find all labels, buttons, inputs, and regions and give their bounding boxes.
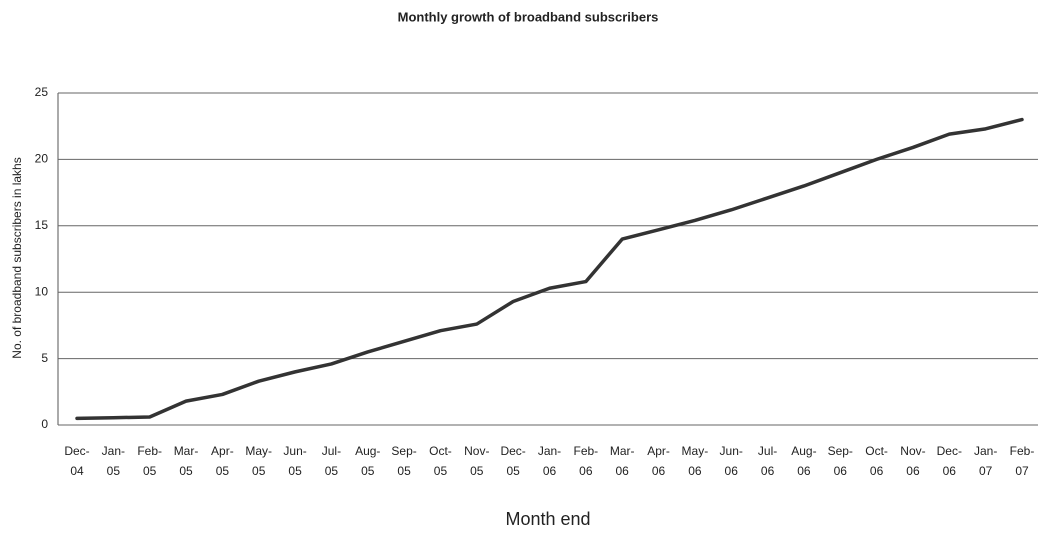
y-tick-label: 10 <box>35 284 49 298</box>
x-tick-label: Nov-05 <box>464 444 489 478</box>
x-tick-label: Sep-06 <box>828 444 853 478</box>
x-tick-label: Jun-06 <box>720 444 743 478</box>
x-tick-label: Dec-06 <box>937 444 962 478</box>
data-line <box>75 117 1024 421</box>
chart-title: Monthly growth of broadband subscribers <box>398 9 659 24</box>
x-tick-label: Mar-05 <box>174 444 199 478</box>
x-tick-label: Nov-06 <box>900 444 925 478</box>
x-tick-label: Dec-05 <box>500 444 525 478</box>
x-tick-label: May-05 <box>245 444 272 478</box>
x-tick-label: Oct-05 <box>429 444 452 478</box>
x-tick-label: Feb-07 <box>1010 444 1035 478</box>
x-tick-label: Aug-05 <box>355 444 380 478</box>
x-tick-label: Jan-05 <box>102 444 125 478</box>
x-tick-label: Mar-06 <box>610 444 635 478</box>
y-tick-label: 20 <box>35 152 49 166</box>
x-tick-label: Jun-05 <box>283 444 306 478</box>
y-tick-label: 5 <box>41 351 48 365</box>
x-tick-label: May-06 <box>682 444 709 478</box>
x-tick-label: Apr-05 <box>211 444 234 478</box>
x-tick-label: Jul-06 <box>758 444 777 478</box>
x-tick-label: Oct-06 <box>865 444 888 478</box>
y-tick-label: 0 <box>41 417 48 431</box>
y-axis-title: No. of broadband subscribers in lakhs <box>10 157 24 358</box>
x-axis-title: Month end <box>505 509 590 529</box>
x-tick-label: Dec-04 <box>64 444 89 478</box>
x-tick-label: Aug-06 <box>791 444 816 478</box>
x-tick-label: Jan-06 <box>538 444 561 478</box>
x-tick-label: Apr-06 <box>647 444 670 478</box>
x-tick-label: Jul-05 <box>322 444 341 478</box>
x-tick-label: Sep-05 <box>391 444 416 478</box>
x-tick-label: Feb-05 <box>137 444 162 478</box>
x-tick-label: Feb-06 <box>574 444 599 478</box>
y-tick-label: 25 <box>35 85 49 99</box>
y-tick-label: 15 <box>35 218 49 232</box>
x-tick-label: Jan-07 <box>974 444 997 478</box>
